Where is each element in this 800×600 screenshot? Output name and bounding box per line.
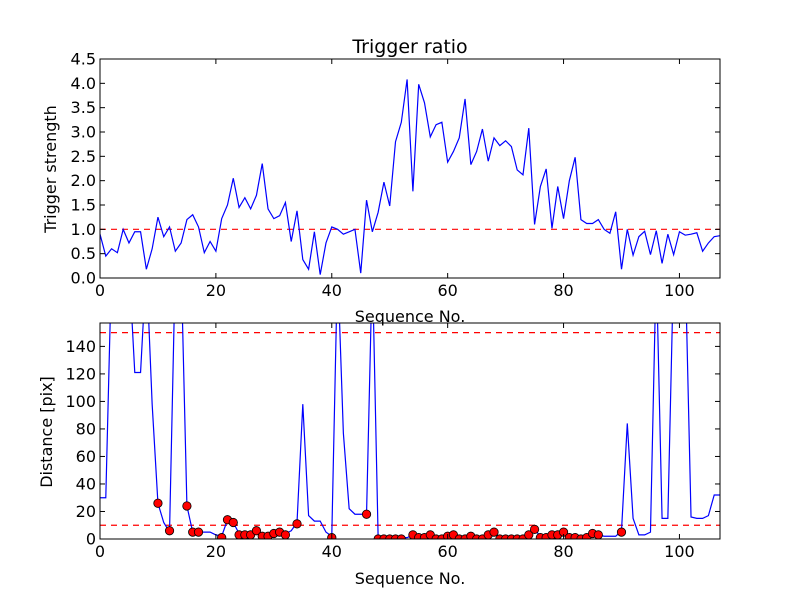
top-x-tick-label: 40 bbox=[322, 281, 342, 300]
bottom-marker-point bbox=[193, 527, 204, 537]
bottom-x-tick-label: 0 bbox=[95, 542, 105, 561]
top-y-tick-label: 2.0 bbox=[71, 171, 96, 190]
bottom-x-axis-label: Sequence No. bbox=[355, 569, 466, 588]
bottom-marker-point bbox=[524, 530, 534, 539]
top-y-tick-label: 1.0 bbox=[71, 220, 96, 239]
bottom-y-tick-label: 140 bbox=[65, 337, 96, 356]
bottom-y-tick-label: 20 bbox=[76, 502, 96, 521]
bottom-y-tick-label: 40 bbox=[76, 474, 96, 493]
top-y-tick-label: 3.0 bbox=[71, 123, 96, 142]
distance-chart: Sequence No. Distance [pix] 0 20 40 60 80 100… bbox=[37, 322, 721, 588]
bottom-marker-point bbox=[182, 501, 192, 511]
top-x-tick-label: 80 bbox=[553, 281, 573, 300]
bottom-y-tick-label: 0 bbox=[86, 530, 96, 549]
top-x-tick-label: 20 bbox=[206, 281, 226, 300]
bottom-marker-point bbox=[292, 519, 302, 529]
bottom-marker-point bbox=[616, 527, 627, 537]
top-x-tick-label: 100 bbox=[664, 281, 695, 300]
bottom-y-tick-label: 60 bbox=[76, 447, 96, 466]
bottom-marker-point bbox=[361, 509, 372, 519]
top-y-tick-label: 1.5 bbox=[71, 196, 96, 215]
bottom-y-tick-label: 80 bbox=[76, 419, 96, 438]
bottom-marker-point bbox=[251, 526, 262, 536]
bottom-x-tick-label: 40 bbox=[322, 542, 342, 561]
top-y-tick-label: 0.5 bbox=[71, 244, 96, 263]
bottom-marker-point bbox=[217, 533, 227, 539]
bottom-marker-point bbox=[529, 524, 540, 534]
bottom-marker-point bbox=[153, 498, 163, 508]
bottom-marker-point bbox=[280, 530, 291, 539]
top-y-axis-label: Trigger strength bbox=[41, 105, 60, 234]
bottom-x-tick-label: 60 bbox=[437, 542, 457, 561]
bottom-x-tick-label: 80 bbox=[553, 542, 573, 561]
top-x-tick-label: 0 bbox=[95, 281, 105, 300]
top-x-tick-label: 60 bbox=[437, 281, 457, 300]
bottom-marker-point bbox=[489, 527, 499, 537]
bottom-x-tick-label: 20 bbox=[206, 542, 226, 561]
bottom-plot-frame bbox=[99, 322, 721, 540]
top-y-tick-label: 2.5 bbox=[71, 147, 96, 166]
top-series-line bbox=[100, 79, 720, 275]
top-y-tick-label: 4.0 bbox=[71, 74, 96, 93]
top-plot-frame bbox=[99, 58, 721, 279]
top-y-tick-label: 0.0 bbox=[71, 269, 96, 288]
bottom-y-tick-label: 120 bbox=[65, 364, 96, 383]
trigger-ratio-chart: Trigger ratio Sequence No. Trigger stren… bbox=[41, 36, 721, 326]
top-x-axis-label: Sequence No. bbox=[355, 307, 466, 326]
top-y-tick-label: 3.5 bbox=[71, 98, 96, 117]
bottom-y-axis-label: Distance [pix] bbox=[37, 376, 56, 488]
top-chart-title: Trigger ratio bbox=[351, 36, 467, 58]
bottom-marker-point bbox=[164, 526, 175, 536]
bottom-marker-point bbox=[228, 517, 238, 528]
bottom-x-tick-label: 100 bbox=[664, 542, 695, 561]
bottom-marker-point bbox=[593, 530, 603, 539]
bottom-y-tick-label: 100 bbox=[65, 392, 96, 411]
top-y-tick-label: 4.5 bbox=[71, 50, 96, 69]
